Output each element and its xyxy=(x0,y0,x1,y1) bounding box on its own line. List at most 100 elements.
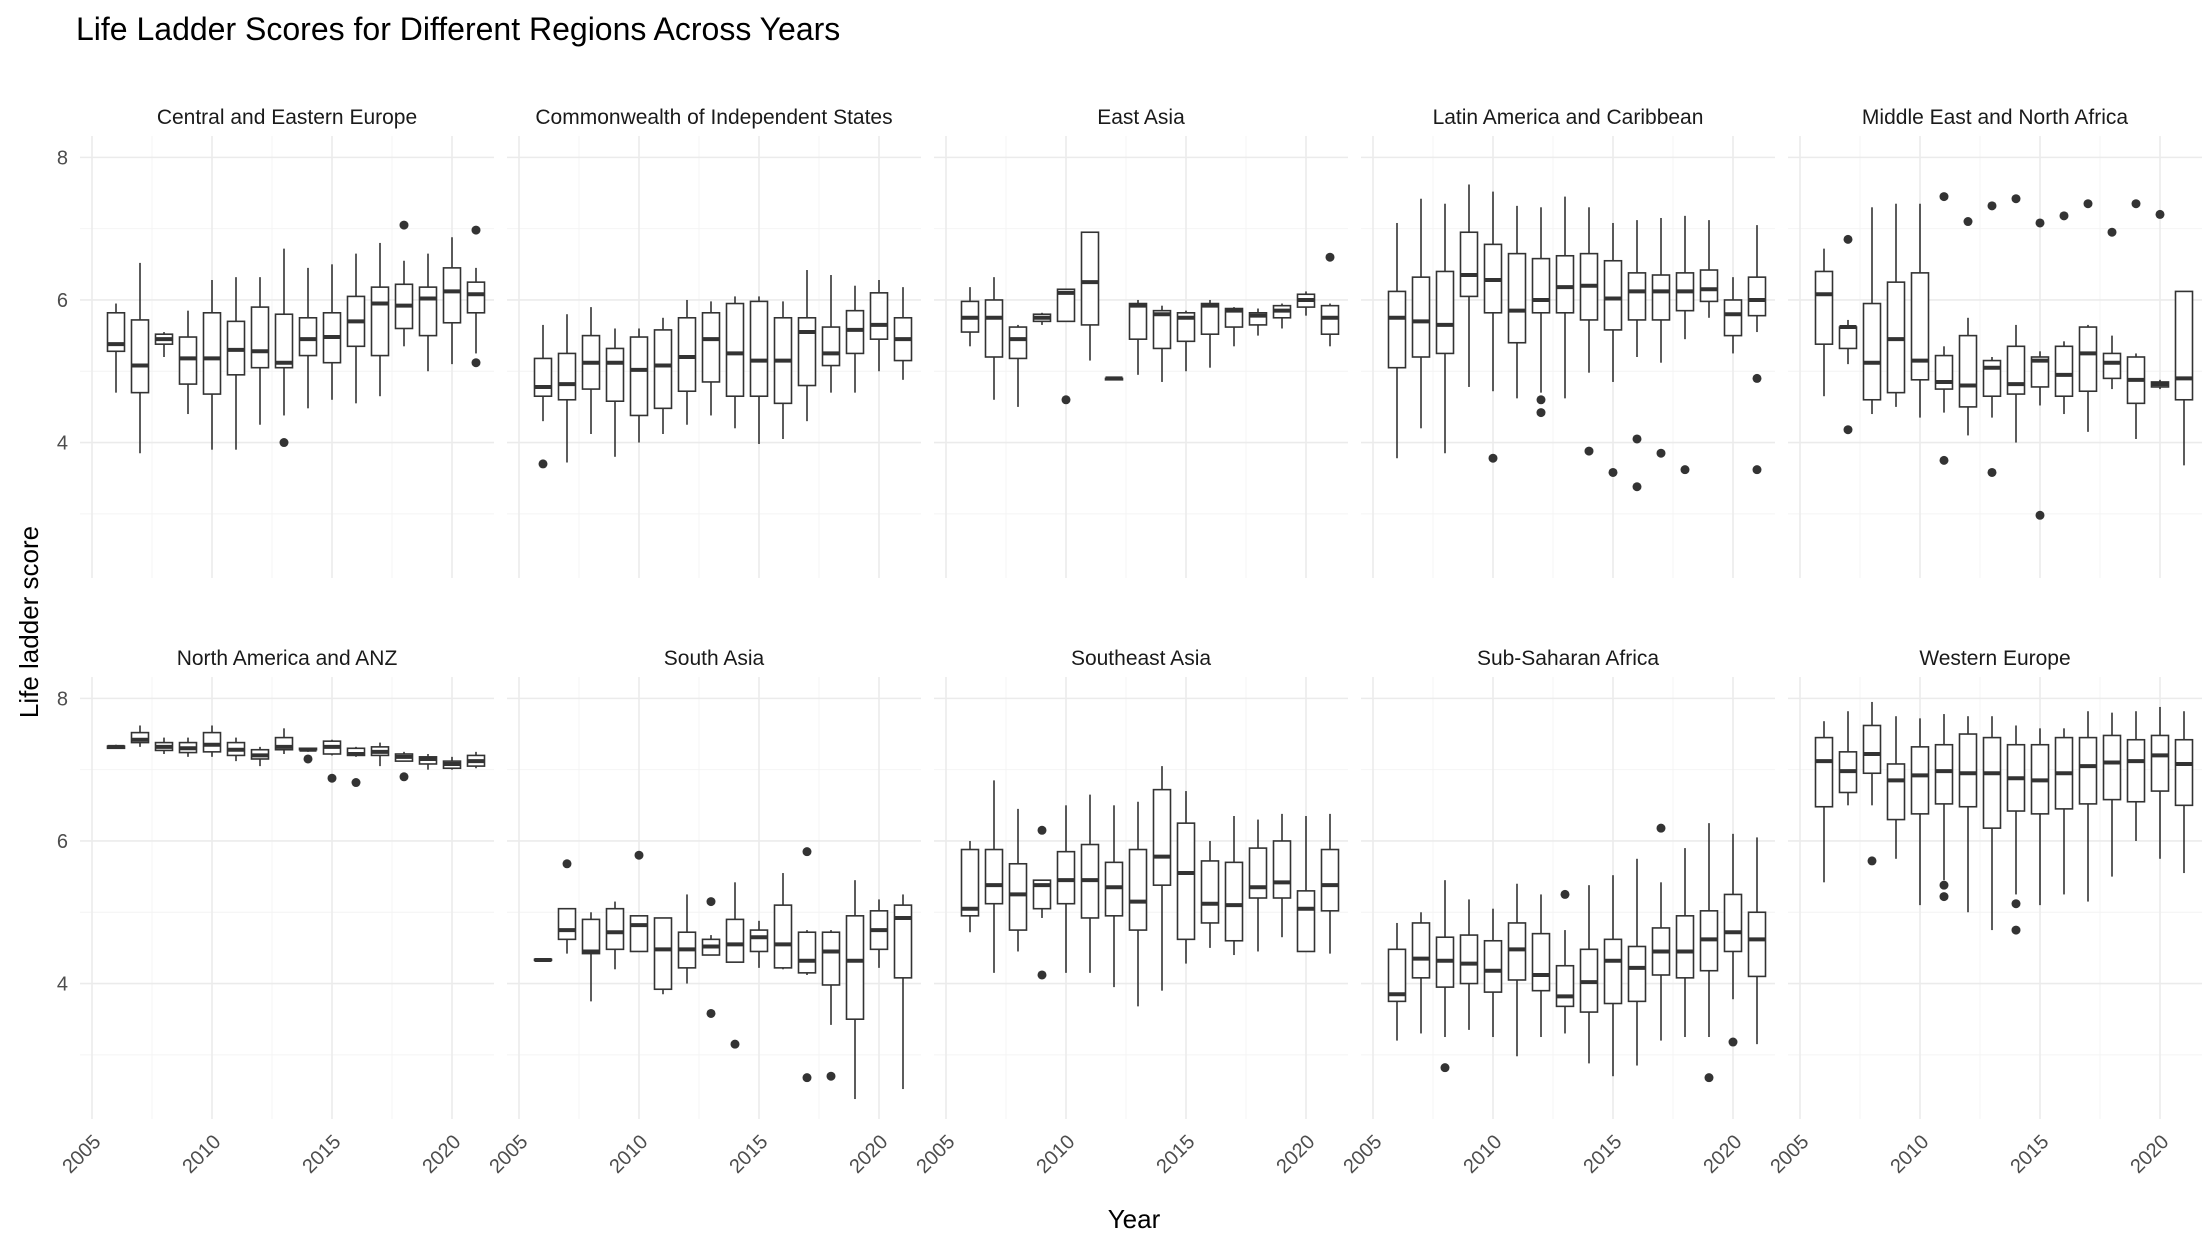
box xyxy=(1248,847,1268,899)
box-group xyxy=(821,930,841,1081)
box-group xyxy=(154,737,174,754)
box xyxy=(581,918,601,955)
outlier-point xyxy=(1963,217,1973,227)
box-group xyxy=(1555,196,1575,399)
box xyxy=(821,931,841,986)
box xyxy=(1296,890,1316,953)
box-group xyxy=(1910,718,1930,906)
box-group xyxy=(1507,205,1527,399)
box-group xyxy=(274,728,294,754)
box xyxy=(1387,948,1407,1003)
outlier-point xyxy=(706,1008,716,1018)
box-group xyxy=(1934,714,1954,902)
box-group xyxy=(1176,791,1196,964)
box xyxy=(653,329,673,410)
box-group xyxy=(533,958,553,963)
outlier-point xyxy=(1325,252,1335,262)
box-group xyxy=(2054,211,2074,415)
box-group xyxy=(701,897,721,1018)
box-group xyxy=(557,859,577,954)
box-group xyxy=(1579,207,1599,456)
x-tick-label: 2005 xyxy=(1766,1131,1813,1178)
box-group xyxy=(960,840,980,933)
outlier-point xyxy=(2011,899,2021,909)
box xyxy=(1200,302,1220,335)
box-group xyxy=(1675,848,1695,1038)
outlier-point xyxy=(1037,825,1047,835)
box xyxy=(1531,932,1551,992)
box-group xyxy=(581,307,601,434)
box-group xyxy=(1723,833,1743,1047)
box-group xyxy=(1176,310,1196,372)
box xyxy=(893,904,913,979)
box-group xyxy=(2078,711,2098,902)
box-group xyxy=(1080,794,1100,973)
box-group xyxy=(322,739,342,783)
outlier-point xyxy=(1843,425,1853,435)
outlier-point xyxy=(802,1073,812,1083)
box xyxy=(605,907,625,951)
box xyxy=(984,299,1004,358)
outlier-point xyxy=(730,1039,740,1049)
facet-panel: Sub-Saharan Africa 2005 2010 2015 2020 xyxy=(1339,647,1775,1178)
outlier-point xyxy=(2011,925,2021,935)
box-group xyxy=(2174,711,2194,874)
box xyxy=(2102,352,2122,380)
box xyxy=(1008,862,1028,931)
y-axis-title: Life ladder score xyxy=(14,526,44,718)
box-group xyxy=(773,301,793,439)
box xyxy=(1747,911,1767,978)
outlier-point xyxy=(706,897,716,907)
box-group xyxy=(605,901,625,970)
box xyxy=(2006,345,2026,395)
outlier-point xyxy=(1536,408,1546,418)
box xyxy=(701,311,721,383)
box xyxy=(1814,736,1834,808)
box-group xyxy=(1651,217,1671,458)
outlier-point xyxy=(1728,1037,1738,1047)
box xyxy=(1723,893,1743,953)
facet-panel: Commonwealth of Independent States xyxy=(507,106,921,578)
box xyxy=(1627,945,1647,1003)
box-group xyxy=(1411,912,1431,1034)
box-group xyxy=(370,742,390,767)
box xyxy=(821,326,841,367)
outlier-point xyxy=(2059,211,2069,221)
box-group xyxy=(106,303,126,393)
box-group xyxy=(1886,716,1906,859)
outlier-point xyxy=(471,225,481,235)
box-group xyxy=(346,253,366,404)
x-tick-label: 2020 xyxy=(845,1131,892,1178)
box-group xyxy=(1531,894,1551,1038)
box-group xyxy=(557,314,577,463)
box-group xyxy=(442,756,462,770)
box xyxy=(1603,938,1623,1005)
box xyxy=(984,848,1004,905)
box xyxy=(1200,860,1220,924)
outlier-point xyxy=(1939,192,1949,202)
outlier-point xyxy=(538,459,548,469)
y-tick-label: 4 xyxy=(57,974,68,996)
facet-panel: North America and ANZ 4 6 8 2005 2010 2015 2020 xyxy=(57,647,494,1178)
box xyxy=(1152,309,1172,350)
facet-panel: South Asia 2005 2010 2015 2020 xyxy=(485,647,921,1178)
x-tick-label: 2020 xyxy=(1699,1131,1746,1178)
box-group xyxy=(1459,184,1479,387)
box xyxy=(725,918,745,963)
box-group xyxy=(442,237,462,365)
box-group xyxy=(2030,728,2050,906)
box xyxy=(749,300,769,398)
box xyxy=(2054,345,2074,398)
box-group xyxy=(418,253,438,372)
box xyxy=(106,311,126,353)
box-group xyxy=(1032,312,1052,325)
box xyxy=(725,302,745,398)
box-group xyxy=(1603,875,1623,1077)
box-group xyxy=(1483,908,1503,1038)
outlier-point xyxy=(1488,453,1498,463)
box xyxy=(629,915,649,953)
box-group xyxy=(1056,805,1076,973)
box xyxy=(1152,788,1172,886)
facet-panel: Latin America and Caribbean xyxy=(1361,106,1775,578)
box-group xyxy=(1934,192,1954,465)
